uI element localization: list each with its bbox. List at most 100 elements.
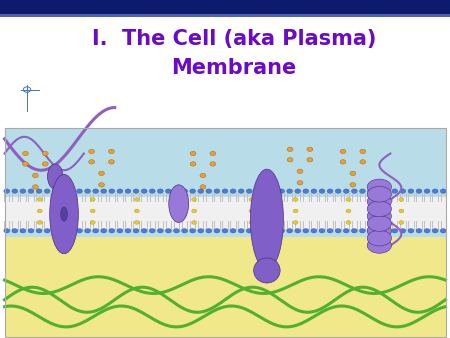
Circle shape (12, 228, 18, 233)
Circle shape (210, 151, 216, 156)
Circle shape (37, 198, 42, 201)
Circle shape (206, 228, 212, 233)
Circle shape (20, 228, 26, 233)
Circle shape (408, 228, 414, 233)
Circle shape (311, 189, 317, 193)
Circle shape (36, 228, 42, 233)
Circle shape (28, 189, 34, 193)
Circle shape (230, 189, 236, 193)
FancyBboxPatch shape (4, 197, 446, 229)
Circle shape (238, 189, 244, 193)
Circle shape (22, 162, 28, 166)
Circle shape (297, 180, 303, 185)
Circle shape (319, 189, 325, 193)
Ellipse shape (169, 185, 189, 222)
Circle shape (192, 198, 197, 201)
Circle shape (133, 228, 139, 233)
Circle shape (432, 228, 438, 233)
Ellipse shape (367, 201, 392, 217)
Circle shape (52, 189, 58, 193)
Circle shape (198, 228, 204, 233)
Circle shape (99, 183, 104, 187)
Circle shape (214, 228, 220, 233)
Circle shape (198, 189, 204, 193)
Circle shape (297, 169, 303, 173)
Circle shape (125, 189, 131, 193)
Ellipse shape (60, 207, 68, 221)
Circle shape (37, 221, 42, 224)
Circle shape (141, 228, 147, 233)
Circle shape (200, 173, 206, 178)
Circle shape (335, 228, 341, 233)
Circle shape (287, 189, 292, 193)
Circle shape (109, 189, 115, 193)
Circle shape (37, 209, 42, 213)
Circle shape (293, 221, 298, 224)
Circle shape (133, 189, 139, 193)
Circle shape (279, 189, 284, 193)
Circle shape (134, 221, 139, 224)
Circle shape (32, 173, 38, 178)
Circle shape (350, 171, 356, 175)
Circle shape (134, 198, 139, 201)
Circle shape (108, 149, 114, 153)
Circle shape (279, 228, 284, 233)
Circle shape (206, 189, 212, 193)
Circle shape (68, 189, 74, 193)
Circle shape (190, 151, 196, 156)
Circle shape (392, 228, 398, 233)
Circle shape (85, 228, 90, 233)
Circle shape (141, 189, 147, 193)
Circle shape (293, 209, 298, 213)
Circle shape (44, 228, 50, 233)
Circle shape (408, 189, 414, 193)
Ellipse shape (254, 258, 280, 283)
Circle shape (262, 189, 268, 193)
Circle shape (368, 228, 374, 233)
Circle shape (12, 189, 18, 193)
Circle shape (346, 198, 351, 201)
Circle shape (295, 189, 301, 193)
Circle shape (190, 189, 196, 193)
Circle shape (346, 221, 351, 224)
Circle shape (303, 228, 309, 233)
FancyBboxPatch shape (4, 237, 446, 337)
Ellipse shape (367, 238, 392, 253)
Circle shape (246, 189, 252, 193)
Circle shape (376, 189, 382, 193)
Circle shape (249, 209, 254, 213)
Circle shape (311, 228, 317, 233)
Circle shape (319, 228, 325, 233)
Circle shape (343, 228, 349, 233)
Circle shape (400, 228, 406, 233)
Circle shape (190, 162, 196, 166)
Circle shape (399, 221, 404, 224)
Circle shape (384, 189, 390, 193)
Circle shape (93, 189, 99, 193)
Circle shape (303, 189, 309, 193)
Ellipse shape (367, 216, 392, 231)
Circle shape (440, 228, 446, 233)
Circle shape (307, 147, 313, 151)
Circle shape (424, 228, 430, 233)
Circle shape (32, 185, 38, 189)
Circle shape (90, 221, 95, 224)
Circle shape (360, 228, 365, 233)
Circle shape (85, 189, 90, 193)
Circle shape (399, 198, 404, 201)
Circle shape (89, 160, 94, 164)
Circle shape (270, 189, 276, 193)
Circle shape (249, 221, 254, 224)
Circle shape (416, 228, 422, 233)
Circle shape (158, 228, 163, 233)
Circle shape (392, 189, 398, 193)
Circle shape (287, 158, 293, 162)
Ellipse shape (367, 179, 392, 195)
Circle shape (20, 189, 26, 193)
Circle shape (246, 228, 252, 233)
Circle shape (89, 149, 94, 153)
Circle shape (192, 209, 197, 213)
FancyBboxPatch shape (4, 128, 446, 237)
FancyBboxPatch shape (0, 0, 450, 14)
Circle shape (125, 228, 131, 233)
